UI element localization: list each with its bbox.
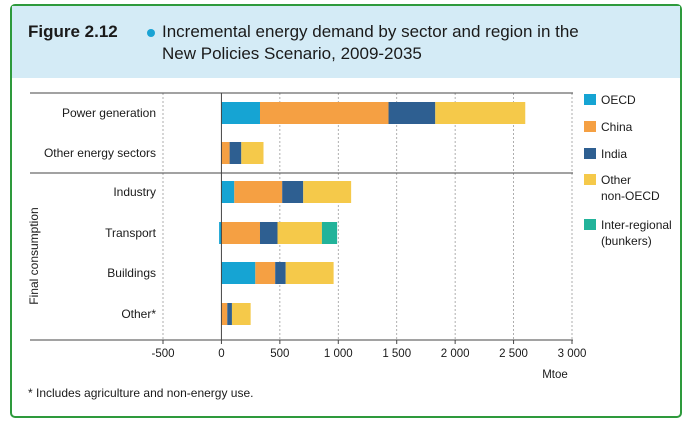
bar-segment	[221, 222, 260, 244]
bar-segment	[234, 181, 283, 203]
bar-segment	[285, 262, 334, 284]
bar-segment	[231, 303, 251, 325]
figure-title-line1: Incremental energy demand by sector and …	[162, 22, 579, 41]
bar-segment	[221, 142, 230, 164]
figure-header: Figure 2.12 Incremental energy demand by…	[12, 6, 680, 78]
bullet-dot-icon	[147, 29, 155, 37]
x-tick-label: 3 000	[558, 348, 587, 360]
category-label: Industry	[113, 185, 156, 199]
bar-segment	[282, 181, 304, 203]
bar-segment	[229, 142, 242, 164]
bar-segment	[259, 222, 278, 244]
bar-segment	[221, 181, 235, 203]
footnote: * Includes agriculture and non-energy us…	[28, 386, 254, 400]
legend-label: China	[601, 120, 633, 134]
category-label: Power generation	[62, 106, 156, 120]
legend-label: non-OECD	[601, 189, 660, 203]
x-axis-label: Mtoe	[542, 369, 568, 381]
figure-title: Incremental energy demand by sector and …	[162, 21, 662, 65]
figure-label: Figure 2.12	[28, 22, 118, 41]
category-label: Buildings	[107, 266, 156, 280]
group-label-final-consumption: Final consumption	[27, 207, 41, 304]
legend-swatch	[584, 148, 596, 159]
legend-swatch	[584, 219, 596, 230]
bar-segment	[303, 181, 352, 203]
legend-label: OECD	[601, 93, 636, 107]
x-tick-label: -500	[151, 348, 174, 360]
legend-label: Inter-regional	[601, 218, 672, 232]
bar-segment	[321, 222, 338, 244]
x-tick-label: 0	[218, 348, 224, 360]
category-label: Other energy sectors	[44, 146, 156, 160]
bar-segment	[275, 262, 286, 284]
legend-swatch	[584, 94, 596, 105]
bar-segment	[277, 222, 322, 244]
bar-segment	[259, 102, 389, 124]
bar-segment	[219, 222, 222, 244]
legend-label: (bunkers)	[601, 234, 652, 248]
x-tick-label: 1 500	[382, 348, 411, 360]
legend-label: Other	[601, 173, 631, 187]
figure-frame: Figure 2.12 Incremental energy demand by…	[10, 4, 682, 418]
x-tick-label: 1 000	[324, 348, 353, 360]
category-label: Transport	[105, 226, 157, 240]
bar-segment	[227, 303, 232, 325]
x-tick-label: 500	[270, 348, 289, 360]
bar-segment	[255, 262, 276, 284]
bar-segment	[221, 303, 228, 325]
bar-segment	[435, 102, 526, 124]
legend-swatch	[584, 121, 596, 132]
bar-segment	[241, 142, 264, 164]
legend-label: India	[601, 147, 627, 161]
bar-segment	[221, 102, 260, 124]
bar-segment	[221, 262, 256, 284]
x-tick-label: 2 000	[441, 348, 470, 360]
x-tick-label: 2 500	[499, 348, 528, 360]
figure-title-line2: New Policies Scenario, 2009-2035	[162, 44, 422, 63]
category-label: Other*	[121, 307, 156, 321]
legend-swatch	[584, 174, 596, 185]
bar-segment	[388, 102, 436, 124]
